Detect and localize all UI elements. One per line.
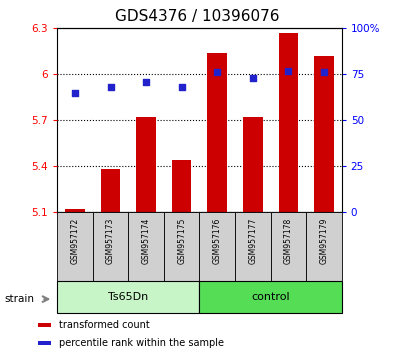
Text: Ts65Dn: Ts65Dn: [108, 292, 149, 302]
Text: GSM957176: GSM957176: [213, 218, 222, 264]
Text: GSM957173: GSM957173: [106, 218, 115, 264]
Bar: [172, 160, 192, 212]
Bar: [164, 212, 199, 281]
Bar: [101, 170, 120, 212]
Point: [143, 79, 149, 85]
Point: [321, 70, 327, 75]
Text: control: control: [251, 292, 290, 302]
Text: GSM957178: GSM957178: [284, 218, 293, 264]
Text: transformed count: transformed count: [59, 320, 150, 330]
Bar: [38, 342, 51, 345]
Bar: [65, 209, 85, 212]
Point: [72, 90, 78, 96]
Point: [179, 84, 185, 90]
Bar: [38, 323, 51, 327]
Bar: [306, 212, 342, 281]
Point: [214, 70, 220, 75]
Bar: [235, 212, 271, 281]
Bar: [57, 212, 93, 281]
Text: GDS4376 / 10396076: GDS4376 / 10396076: [115, 9, 280, 24]
Bar: [199, 281, 342, 313]
Text: percentile rank within the sample: percentile rank within the sample: [59, 338, 224, 348]
Bar: [57, 281, 199, 313]
Bar: [93, 212, 128, 281]
Text: GSM957172: GSM957172: [71, 218, 79, 264]
Point: [107, 84, 114, 90]
Text: GSM957174: GSM957174: [142, 218, 150, 264]
Point: [250, 75, 256, 81]
Point: [285, 68, 292, 74]
Bar: [243, 117, 263, 212]
Text: strain: strain: [4, 294, 34, 304]
Bar: [207, 53, 227, 212]
Text: GSM957177: GSM957177: [248, 218, 257, 264]
Bar: [128, 212, 164, 281]
Text: GSM957179: GSM957179: [320, 218, 328, 264]
Bar: [278, 33, 298, 212]
Text: GSM957175: GSM957175: [177, 218, 186, 264]
Bar: [271, 212, 306, 281]
Bar: [136, 117, 156, 212]
Bar: [314, 56, 334, 212]
Bar: [199, 212, 235, 281]
